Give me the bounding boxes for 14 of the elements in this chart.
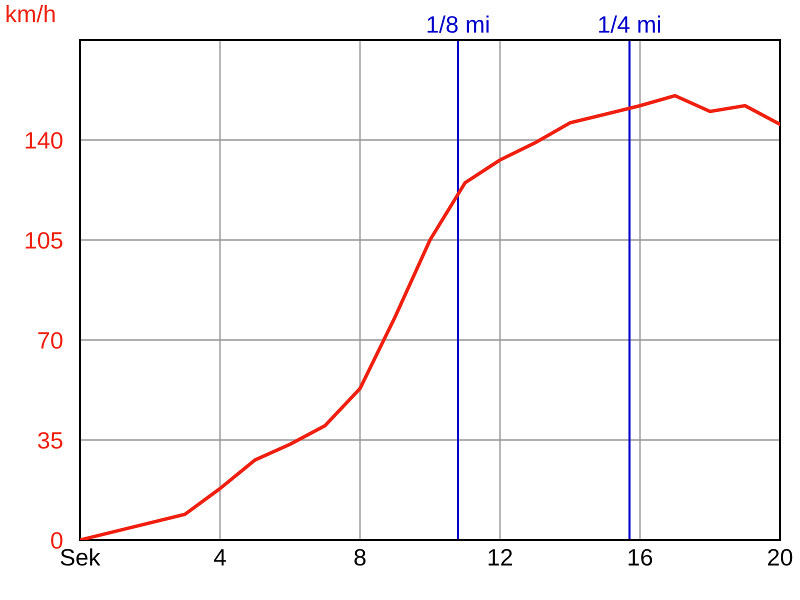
y-tick-label: 105 bbox=[26, 232, 62, 249]
y-axis-title: km/h bbox=[6, 5, 55, 22]
x-tick-label: 16 bbox=[628, 548, 652, 566]
x-tick-label: Sek bbox=[60, 548, 100, 566]
x-tick-label: 4 bbox=[214, 549, 226, 566]
x-tick-label: 8 bbox=[354, 548, 366, 566]
y-tick-label: 35 bbox=[38, 432, 62, 449]
ref-line-label: 1/8 mi bbox=[428, 15, 489, 33]
y-tick-label: 0 bbox=[51, 532, 62, 549]
y-tick-label: 70 bbox=[38, 332, 62, 349]
ref-line-label: 1/4 mi bbox=[599, 15, 660, 33]
x-tick-label: 20 bbox=[768, 548, 792, 566]
y-tick-label: 140 bbox=[26, 132, 62, 149]
x-tick-label: 12 bbox=[488, 548, 512, 566]
